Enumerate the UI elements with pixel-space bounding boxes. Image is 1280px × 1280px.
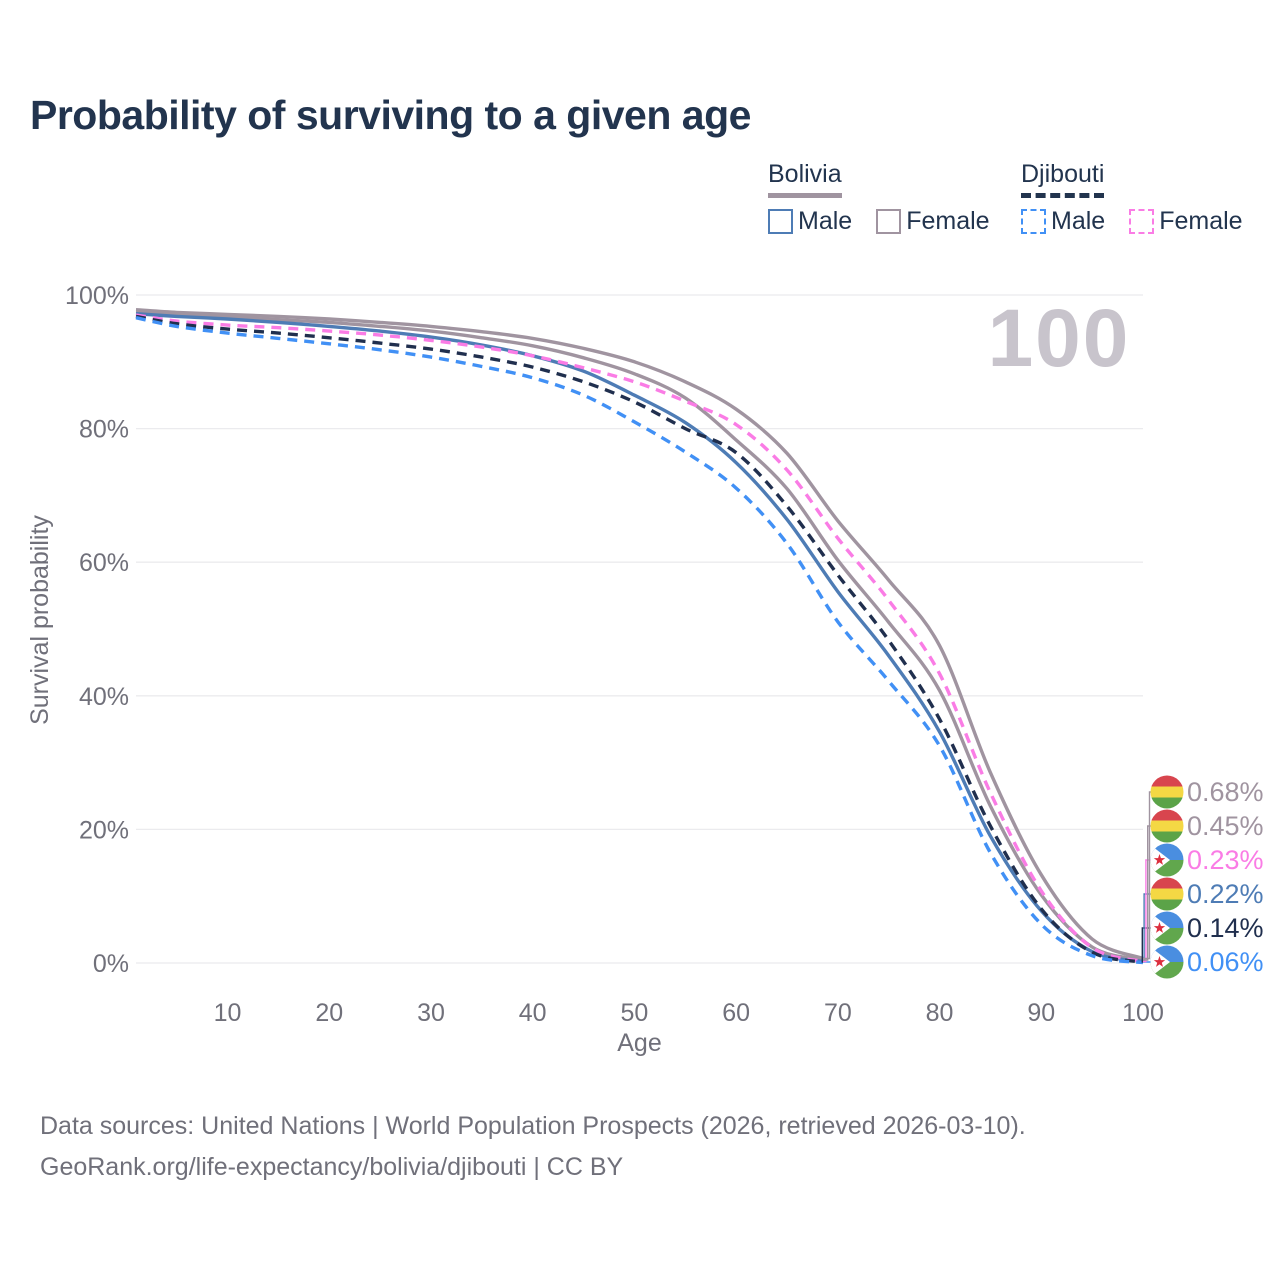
- page-title: Probability of surviving to a given age: [30, 92, 751, 138]
- x-tick-label: 70: [824, 999, 852, 1027]
- flag-icon-djibouti: [1150, 843, 1184, 877]
- djibouti-male-checkbox[interactable]: [1021, 209, 1046, 234]
- legend-country-djibouti[interactable]: Djibouti: [1021, 160, 1105, 198]
- y-tick-label: 80%: [79, 416, 129, 444]
- x-tick-label: 100: [1122, 999, 1164, 1027]
- end-label-djibouti-female: 0.23%: [1187, 845, 1264, 875]
- bolivia-male-label: Male: [798, 207, 853, 235]
- djibouti-male-label: Male: [1051, 207, 1106, 235]
- x-tick-label: 10: [214, 999, 242, 1027]
- legend-items-bolivia: Male Female: [768, 207, 990, 236]
- y-tick-label: 60%: [79, 549, 129, 577]
- djibouti-female-checkbox[interactable]: [1129, 209, 1155, 234]
- x-axis-title: Age: [617, 1029, 661, 1057]
- attribution-text: GeoRank.org/life-expectancy/bolivia/djib…: [40, 1153, 624, 1181]
- legend-group-bolivia: Bolivia Male Female: [768, 160, 990, 236]
- bolivia-female-checkbox[interactable]: [876, 209, 902, 234]
- x-tick-label: 60: [722, 999, 750, 1027]
- chart-footer: Data sources: United Nations | World Pop…: [40, 1106, 1026, 1188]
- end-label-bolivia-both: 0.45%: [1187, 811, 1264, 841]
- end-label-bolivia-male: 0.22%: [1187, 879, 1264, 909]
- flag-icon-bolivia: [1150, 809, 1184, 843]
- x-tick-label: 50: [621, 999, 649, 1027]
- end-connector-djibouti-female: [1143, 859, 1151, 963]
- data-sources-text: Data sources: United Nations | World Pop…: [40, 1112, 1026, 1140]
- legend-items-djibouti: Male Female: [1021, 207, 1243, 236]
- series-line-djibouti-male[interactable]: [135, 316, 1144, 965]
- x-tick-label: 80: [926, 999, 954, 1027]
- series-line-bolivia-male[interactable]: [135, 312, 1144, 964]
- series-line-bolivia-female[interactable]: [135, 308, 1144, 961]
- legend-djibouti-female[interactable]: Female: [1129, 207, 1243, 236]
- end-label-bolivia-female: 0.68%: [1187, 777, 1264, 807]
- legend-bolivia-male[interactable]: Male: [768, 207, 852, 236]
- x-tick-label: 20: [315, 999, 343, 1027]
- legend-djibouti-male[interactable]: Male: [1021, 207, 1105, 236]
- flag-icon-djibouti: [1150, 911, 1184, 945]
- flag-icon-djibouti: [1150, 945, 1184, 979]
- bolivia-female-label: Female: [906, 207, 990, 235]
- series-line-djibouti-both[interactable]: [135, 314, 1144, 964]
- age-watermark: 100: [988, 293, 1131, 384]
- flag-icon-bolivia: [1150, 775, 1184, 809]
- x-tick-label: 30: [417, 999, 445, 1027]
- bolivia-male-checkbox[interactable]: [768, 209, 793, 234]
- end-connector-djibouti-both: [1141, 927, 1151, 963]
- flag-icon-bolivia: [1150, 877, 1184, 911]
- y-tick-label: 40%: [79, 683, 129, 711]
- y-tick-label: 20%: [79, 816, 129, 844]
- legend-bolivia-female[interactable]: Female: [876, 207, 990, 236]
- series-line-djibouti-female[interactable]: [135, 313, 1144, 964]
- end-connector-bolivia-female: [1143, 791, 1151, 960]
- end-label-djibouti-male: 0.06%: [1187, 947, 1264, 977]
- y-tick-label: 100%: [65, 282, 129, 310]
- series-line-bolivia-both[interactable]: [135, 310, 1144, 962]
- x-tick-label: 90: [1027, 999, 1055, 1027]
- legend-group-djibouti: Djibouti Male Female: [1021, 160, 1243, 236]
- y-tick-label: 0%: [93, 950, 129, 978]
- djibouti-female-label: Female: [1159, 207, 1243, 235]
- end-label-djibouti-both: 0.14%: [1187, 913, 1264, 943]
- y-axis-title: Survival probability: [26, 515, 54, 725]
- legend-country-bolivia[interactable]: Bolivia: [768, 160, 842, 198]
- x-tick-label: 40: [519, 999, 547, 1027]
